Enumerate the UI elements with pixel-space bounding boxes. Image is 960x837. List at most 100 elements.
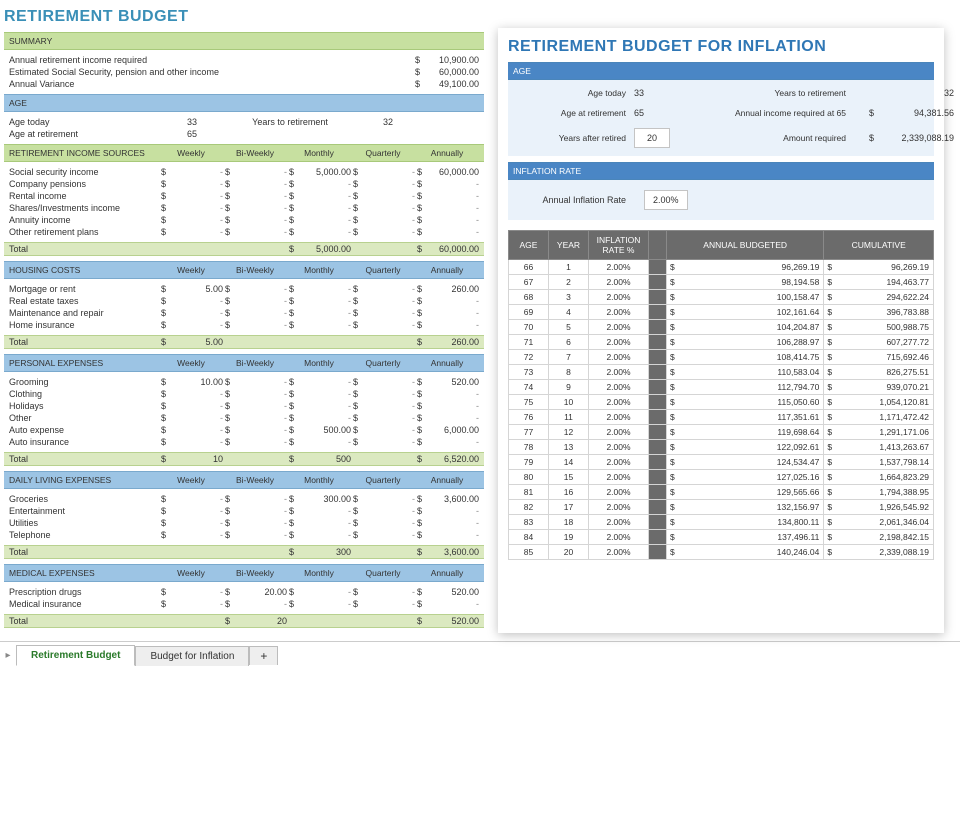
amount-cell: $- bbox=[415, 296, 479, 306]
amount-cell: $- bbox=[287, 587, 351, 597]
line-item-label: Maintenance and repair bbox=[9, 308, 159, 318]
amount-cell: $- bbox=[415, 179, 479, 189]
infl-row: 7052.00%$104,204.87$500,988.75 bbox=[509, 320, 934, 335]
amount-cell bbox=[287, 337, 351, 347]
line-item-label: Utilities bbox=[9, 518, 159, 528]
amount-cell: $- bbox=[287, 227, 351, 237]
period-header: Weekly bbox=[159, 148, 223, 158]
amount-cell: $- bbox=[159, 227, 223, 237]
period-header: Quarterly bbox=[351, 148, 415, 158]
tab-add[interactable]: + bbox=[249, 646, 278, 665]
line-item-label: Auto expense bbox=[9, 425, 159, 435]
annual-inflation-input[interactable]: 2.00% bbox=[644, 190, 688, 210]
amount-cell: $- bbox=[287, 389, 351, 399]
amount-cell: $520.00 bbox=[415, 377, 479, 387]
amount-cell bbox=[223, 547, 287, 557]
tab-scroll-arrow[interactable]: ▸ bbox=[0, 650, 16, 661]
amount-cell: $- bbox=[223, 167, 287, 177]
amount-cell: $6,000.00 bbox=[415, 425, 479, 435]
age-ret-value: 65 bbox=[159, 129, 225, 139]
amount-cell: $- bbox=[223, 413, 287, 423]
tab-retirement-budget[interactable]: Retirement Budget bbox=[16, 645, 135, 666]
amount-cell: $- bbox=[287, 518, 351, 528]
line-item-label: Annuity income bbox=[9, 215, 159, 225]
r-age-today: 33 bbox=[634, 88, 694, 98]
r-age-ret: 65 bbox=[634, 108, 694, 118]
amount-cell: $5.00 bbox=[159, 284, 223, 294]
summary-amount: $49,100.00 bbox=[413, 79, 479, 89]
amount-cell: $- bbox=[159, 191, 223, 201]
amount-cell: $20.00 bbox=[223, 587, 287, 597]
period-header: Weekly bbox=[159, 265, 223, 275]
amount-cell: $- bbox=[287, 296, 351, 306]
amount-cell: $- bbox=[159, 437, 223, 447]
line-item-label: Medical insurance bbox=[9, 599, 159, 609]
infl-col-header: YEAR bbox=[549, 231, 589, 260]
amount-cell bbox=[287, 616, 351, 626]
amount-cell: $- bbox=[287, 308, 351, 318]
amount-cell: $- bbox=[351, 599, 415, 609]
summary-label: Estimated Social Security, pension and o… bbox=[9, 67, 289, 77]
total-label: Total bbox=[9, 244, 159, 254]
line-item-label: Social security income bbox=[9, 167, 159, 177]
r-income65: 94,381.56 bbox=[874, 108, 954, 118]
amount-cell: $- bbox=[223, 203, 287, 213]
line-item-label: Other retirement plans bbox=[9, 227, 159, 237]
r-years-to-ret: 32 bbox=[874, 88, 954, 98]
amount-cell: $- bbox=[223, 599, 287, 609]
line-item-label: Rental income bbox=[9, 191, 159, 201]
amount-cell: $- bbox=[351, 179, 415, 189]
r-amount-req: 2,339,088.19 bbox=[874, 133, 954, 143]
amount-cell bbox=[351, 454, 415, 464]
amount-cell: $60,000.00 bbox=[415, 167, 479, 177]
infl-col-header: INFLATION RATE % bbox=[589, 231, 649, 260]
amount-cell: $- bbox=[351, 413, 415, 423]
r-years-to-ret-label: Years to retirement bbox=[694, 88, 854, 98]
years-after-input[interactable]: 20 bbox=[634, 128, 670, 148]
amount-cell: $- bbox=[415, 308, 479, 318]
summary-amount: $60,000.00 bbox=[413, 67, 479, 77]
amount-cell: $60,000.00 bbox=[415, 244, 479, 254]
amount-cell bbox=[159, 244, 223, 254]
period-header: Weekly bbox=[159, 358, 223, 368]
period-header: Weekly bbox=[159, 475, 223, 485]
amount-cell: $- bbox=[159, 413, 223, 423]
amount-cell: $- bbox=[159, 506, 223, 516]
infl-row: 75102.00%$115,050.60$1,054,120.81 bbox=[509, 395, 934, 410]
amount-cell: $3,600.00 bbox=[415, 494, 479, 504]
amount-cell: $- bbox=[159, 179, 223, 189]
amount-cell bbox=[159, 547, 223, 557]
amount-cell: $- bbox=[223, 320, 287, 330]
amount-cell: $- bbox=[351, 389, 415, 399]
infl-row: 85202.00%$140,246.04$2,339,088.19 bbox=[509, 545, 934, 560]
infl-row: 6942.00%$102,161.64$396,783.88 bbox=[509, 305, 934, 320]
inflation-title: RETIREMENT BUDGET FOR INFLATION bbox=[508, 38, 934, 56]
section-header: DAILY LIVING EXPENSES bbox=[9, 475, 159, 485]
annual-inflation-label: Annual Inflation Rate bbox=[514, 195, 634, 205]
amount-cell: $- bbox=[351, 587, 415, 597]
amount-cell: $- bbox=[287, 179, 351, 189]
amount-cell: $- bbox=[415, 413, 479, 423]
tab-budget-inflation[interactable]: Budget for Inflation bbox=[135, 646, 249, 666]
age-ret-label: Age at retirement bbox=[9, 129, 159, 139]
period-header: Monthly bbox=[287, 148, 351, 158]
amount-cell: $- bbox=[287, 599, 351, 609]
amount-cell: $- bbox=[287, 191, 351, 201]
amount-cell: $- bbox=[351, 377, 415, 387]
line-item-label: Prescription drugs bbox=[9, 587, 159, 597]
summary-header: SUMMARY bbox=[4, 32, 484, 50]
infl-col-header: ANNUAL BUDGETED bbox=[667, 231, 824, 260]
amount-cell: $- bbox=[159, 425, 223, 435]
infl-row: 79142.00%$124,534.47$1,537,798.14 bbox=[509, 455, 934, 470]
amount-cell: $- bbox=[223, 191, 287, 201]
retirement-budget-panel: RETIREMENT BUDGET SUMMARY Annual retirem… bbox=[4, 6, 484, 633]
amount-cell bbox=[351, 244, 415, 254]
amount-cell: $520.00 bbox=[415, 587, 479, 597]
amount-cell: $- bbox=[159, 530, 223, 540]
amount-cell: $- bbox=[351, 167, 415, 177]
amount-cell: $- bbox=[351, 227, 415, 237]
infl-row: 82172.00%$132,156.97$1,926,545.92 bbox=[509, 500, 934, 515]
amount-cell: $- bbox=[415, 599, 479, 609]
amount-cell: $3,600.00 bbox=[415, 547, 479, 557]
period-header: Bi-Weekly bbox=[223, 148, 287, 158]
